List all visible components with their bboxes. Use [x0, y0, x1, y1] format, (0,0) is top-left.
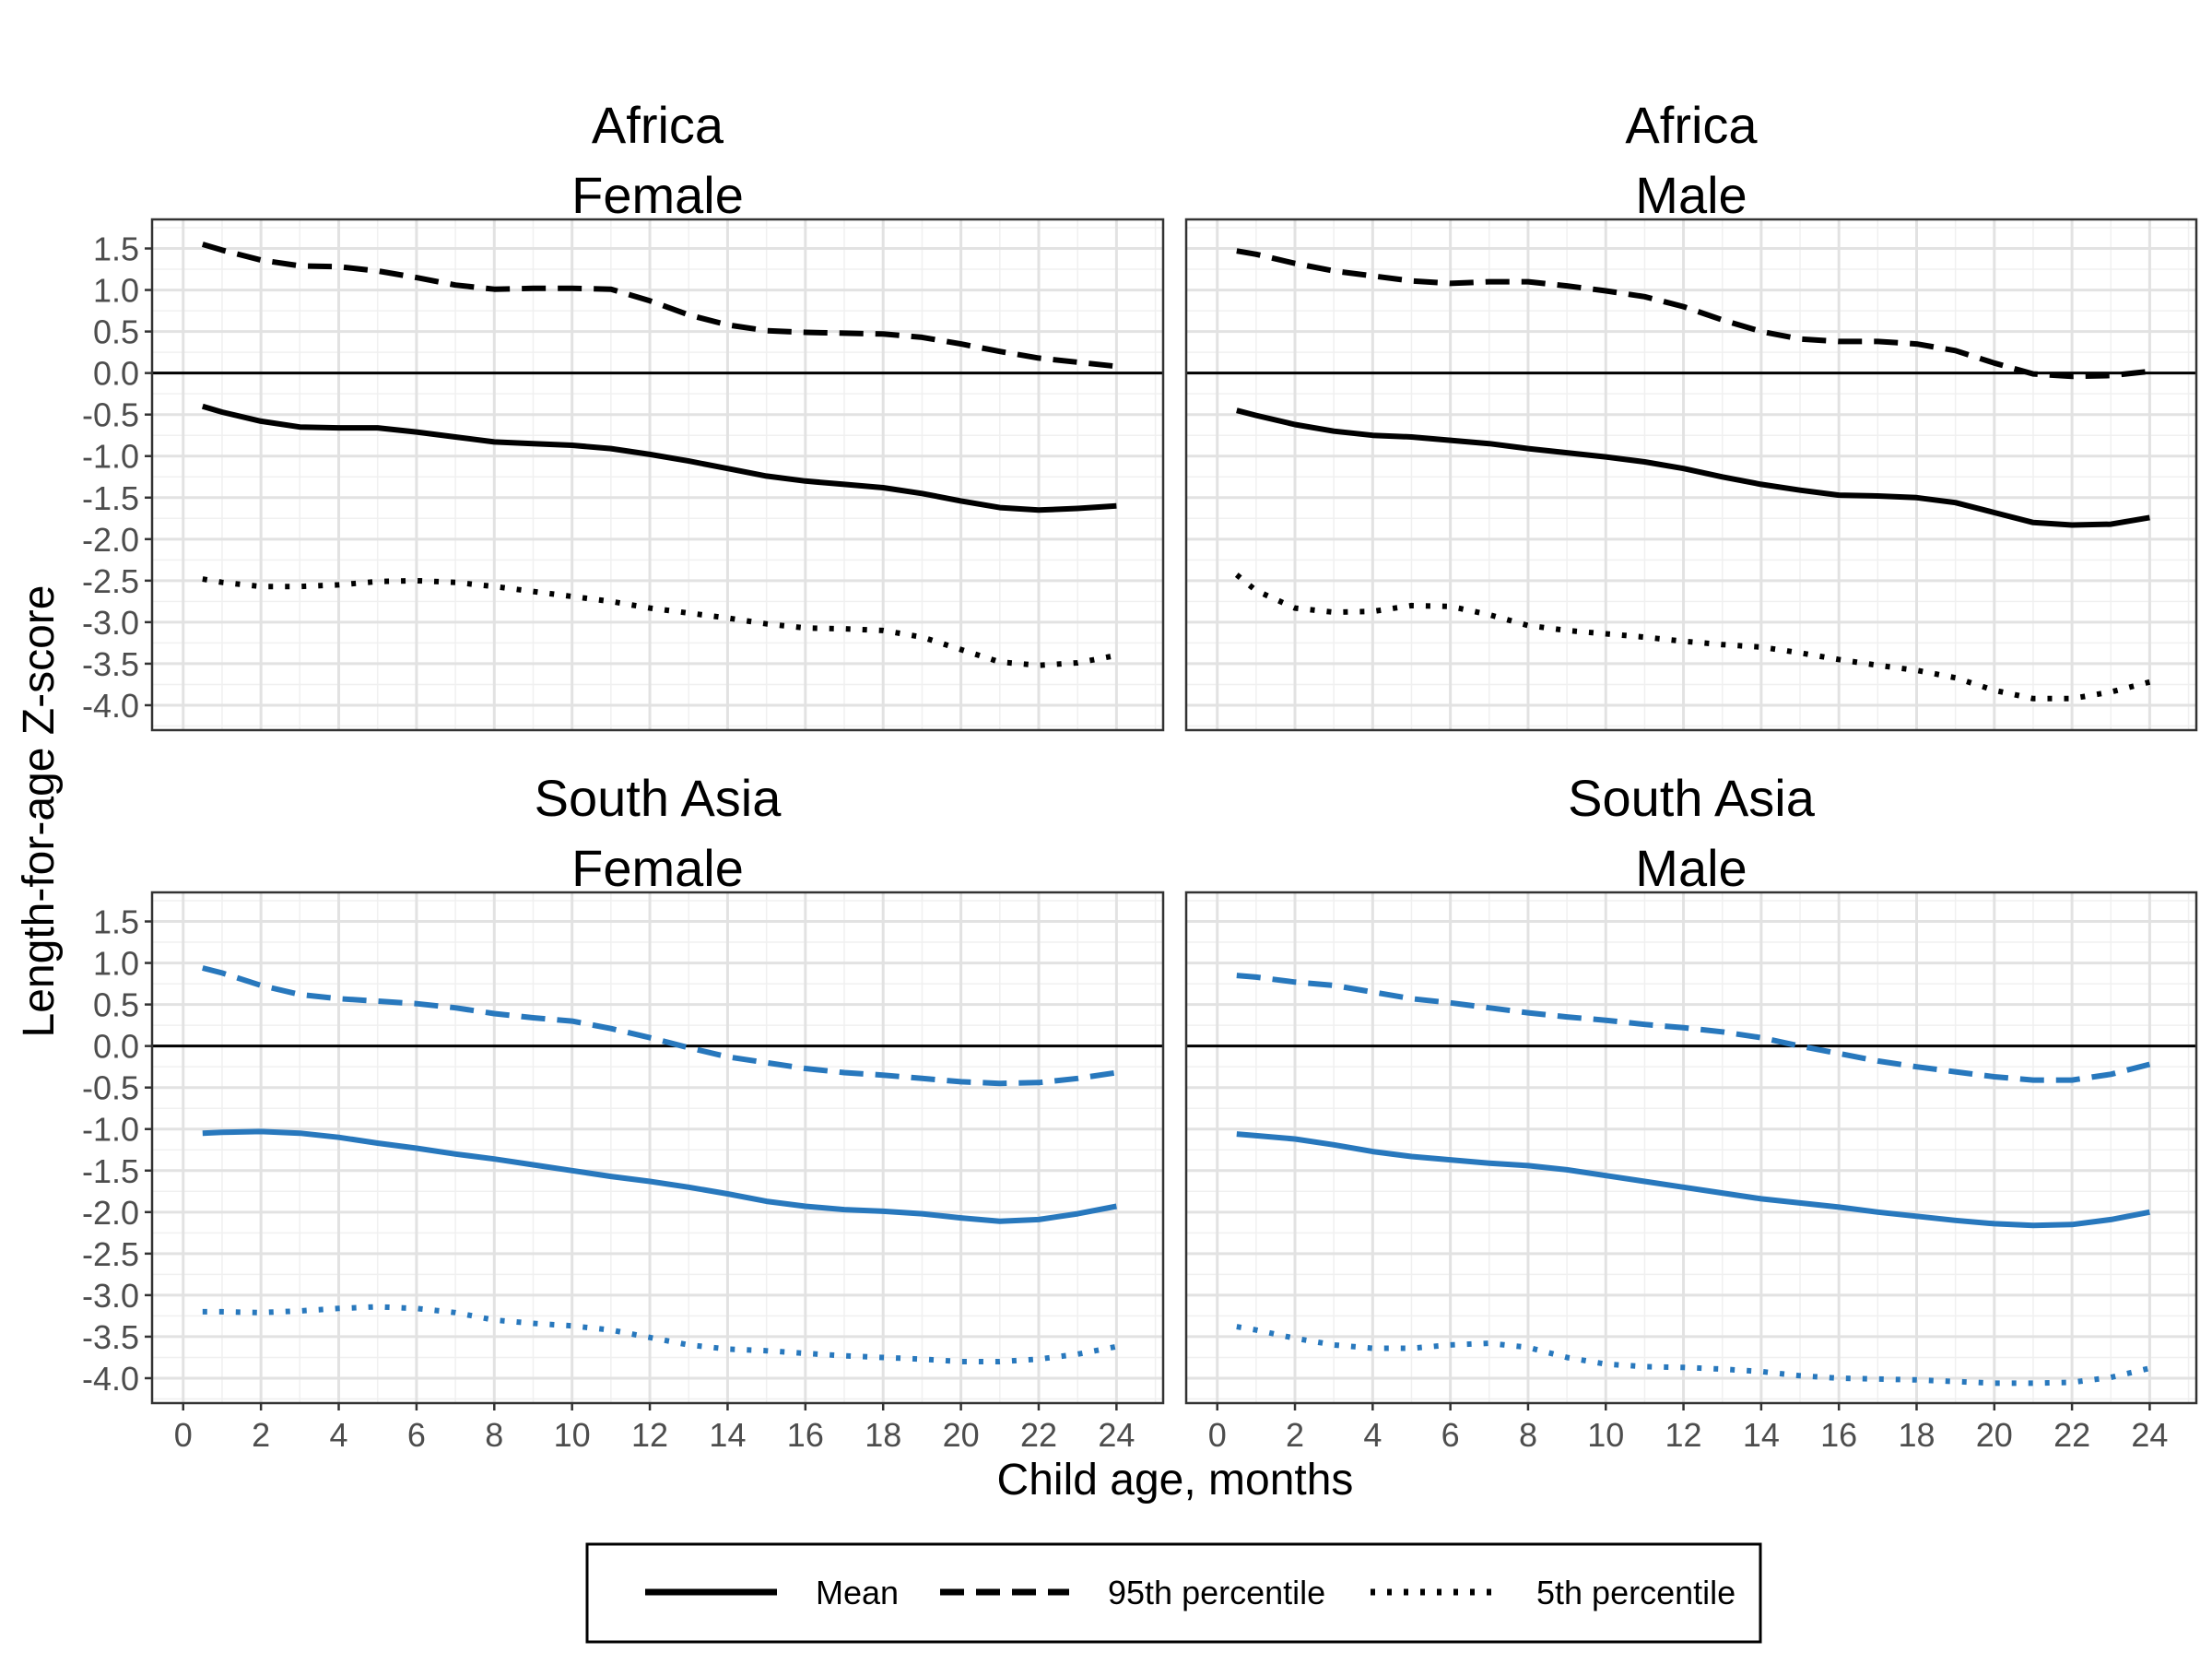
y-tick-label: 0.0	[93, 355, 139, 393]
y-tick-label: -1.0	[82, 438, 139, 476]
panel-border	[1184, 218, 2198, 732]
legend-label: Mean	[816, 1574, 899, 1611]
x-tick-label: 4	[330, 1416, 348, 1454]
facet-panel: Africa Male	[1184, 96, 2198, 732]
series-line-dashed	[1236, 248, 2150, 380]
y-tick-label: -1.5	[82, 479, 139, 517]
facet-region-title: South Asia	[535, 769, 782, 827]
facet-panel: South Asia Female 1.5 1.00.5 0.0-0.5 -1.0-1.5…	[82, 769, 1165, 1454]
y-tick-label: -2.5	[82, 1235, 139, 1273]
x-tick-label: 22	[1020, 1416, 1057, 1454]
x-tick-label: 4	[1363, 1416, 1382, 1454]
x-tick-label: 24	[2131, 1416, 2168, 1454]
x-tick-label: 0	[1208, 1416, 1227, 1454]
x-tick-label: 18	[865, 1416, 901, 1454]
x-tick-label: 10	[554, 1416, 591, 1454]
y-axis-title: Length-for-age Z-score	[15, 585, 64, 1038]
series-line-dotted	[202, 576, 1117, 668]
facet-sex-title: Male	[1635, 166, 1747, 224]
x-tick-label: 8	[485, 1416, 503, 1454]
facet-sex-title: Female	[571, 839, 744, 897]
x-tick-label: 20	[943, 1416, 980, 1454]
y-tick-label: -1.0	[82, 1111, 139, 1149]
x-tick-label: 16	[1820, 1416, 1857, 1454]
y-tick-label: 1.5	[93, 230, 139, 268]
series-line-solid	[1236, 1131, 2150, 1229]
x-tick-label: 18	[1898, 1416, 1935, 1454]
y-tick-label: -1.5	[82, 1152, 139, 1190]
series-group	[1236, 973, 2151, 1387]
y-tick-label: 0.0	[93, 1028, 139, 1066]
x-tick-label: 10	[1587, 1416, 1624, 1454]
series-line-dashed	[201, 242, 1117, 370]
x-tick-label: 2	[1286, 1416, 1304, 1454]
panel-border	[150, 218, 1165, 732]
facet-region-title: Africa	[592, 96, 724, 154]
series-group	[202, 965, 1117, 1364]
series-line-dotted	[1236, 1324, 2151, 1387]
series-group	[201, 242, 1117, 668]
series-line-dashed	[1236, 973, 2151, 1083]
x-tick-label: 22	[2053, 1416, 2090, 1454]
facet-sex-title: Female	[571, 166, 744, 224]
legend-label: 5th percentile	[1536, 1574, 1735, 1611]
y-tick-label: -2.0	[82, 521, 139, 559]
x-tick-label: 16	[787, 1416, 824, 1454]
series-line-solid	[201, 403, 1117, 513]
y-tick-label: -3.5	[82, 1318, 139, 1356]
y-tick-label: -4.0	[82, 1360, 139, 1398]
x-tick-label: 0	[174, 1416, 193, 1454]
y-tick-label: -0.5	[82, 396, 139, 434]
x-tick-label: 2	[252, 1416, 270, 1454]
facet-region-title: South Asia	[1568, 769, 1816, 827]
x-tick-label: 12	[631, 1416, 668, 1454]
y-tick-label: -3.0	[82, 604, 139, 642]
x-tick-label: 12	[1665, 1416, 1702, 1454]
x-tick-label: 20	[1976, 1416, 2013, 1454]
panel-border	[150, 891, 1165, 1405]
series-line-dashed	[202, 965, 1117, 1087]
legend-box	[585, 1542, 1762, 1644]
series-line-solid	[202, 1128, 1117, 1224]
x-tick-label: 6	[407, 1416, 426, 1454]
facet-region-title: Africa	[1625, 96, 1758, 154]
x-tick-label: 14	[1743, 1416, 1780, 1454]
y-tick-label: 1.0	[93, 272, 139, 310]
y-tick-label: 0.5	[93, 986, 139, 1024]
y-tick-label: -3.0	[82, 1277, 139, 1315]
x-tick-label: 6	[1441, 1416, 1460, 1454]
legend: Mean 95th percentile 5th percentile	[585, 1542, 1762, 1644]
y-tick-label: -4.0	[82, 687, 139, 725]
y-tick-label: -2.0	[82, 1194, 139, 1232]
legend-label: 95th percentile	[1108, 1574, 1325, 1611]
y-tick-label: 1.5	[93, 903, 139, 941]
y-tick-label: -2.5	[82, 562, 139, 600]
y-tick-label: -0.5	[82, 1069, 139, 1107]
y-tick-label: -3.5	[82, 645, 139, 683]
x-tick-label: 8	[1519, 1416, 1537, 1454]
panel-border	[1184, 891, 2198, 1405]
series-line-solid	[1236, 407, 2150, 528]
y-tick-label: 1.0	[93, 945, 139, 983]
facet-sex-title: Male	[1635, 839, 1747, 897]
x-axis-title: Child age, months	[997, 1456, 1354, 1505]
series-line-dotted	[202, 1304, 1117, 1364]
y-tick-label: 0.5	[93, 313, 139, 351]
panels-layer: AfricaFemale1.51.00.50.0-0.5-1.0-1.5-2.0…	[82, 96, 2198, 1454]
x-tick-label: 14	[709, 1416, 746, 1454]
series-group	[1234, 248, 2151, 702]
x-tick-label: 24	[1098, 1416, 1135, 1454]
facet-panel: Africa Female 1.5 1.00.5 0.0-0.5 -1.0-1.5 -2.0…	[82, 96, 1165, 732]
